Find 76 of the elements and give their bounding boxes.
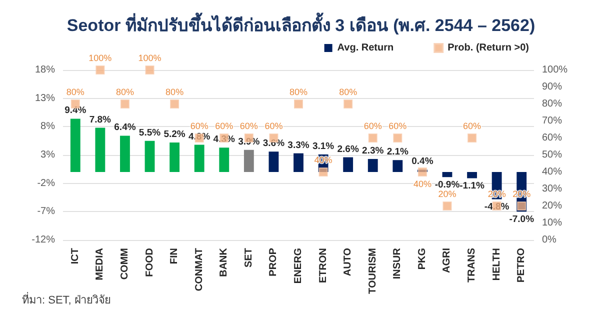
x-tick-label: PETRO — [516, 248, 528, 282]
x-tick-label: CONMAT — [194, 248, 205, 292]
y2-tick-label: 40% — [542, 166, 562, 178]
x-tick-label: AGRI — [442, 248, 453, 273]
y2-tick-label: 50% — [542, 150, 562, 160]
data-label: 60% — [463, 121, 482, 131]
y2-tick-label: 70% — [542, 116, 562, 126]
data-label: 60% — [240, 121, 258, 131]
data-label: 60% — [388, 121, 407, 131]
data-label: 60% — [264, 121, 283, 131]
text: ที่มา: SET, ฝ่ายวิจัย — [22, 292, 110, 306]
data-label: 4.3% — [213, 134, 236, 146]
y-tick-label: 3% — [40, 150, 56, 160]
x-tick-label: INSUR — [392, 247, 404, 280]
data-label: 80% — [166, 87, 184, 97]
data-label: 40% — [413, 179, 432, 189]
chart-title: Seotor ที่มักปรับขึ้นได้ดีก่อนเลือกตั้ง 3 เดือน (พ.ศ. 2544 – 2562) — [66, 12, 536, 35]
data-label: 2.6% — [337, 144, 360, 155]
data-label: 80% — [116, 87, 134, 97]
x-tick-label: SET — [243, 248, 254, 268]
data-label: 80% — [66, 87, 84, 97]
data-label: 60% — [364, 121, 382, 131]
y-tick-label: 8% — [40, 121, 56, 132]
y-tick-label: 13% — [34, 92, 56, 104]
y2-tick-label: 10% — [542, 218, 562, 228]
y2-tick-label: 80% — [542, 98, 562, 110]
data-label: -0.9% — [434, 180, 460, 191]
data-label: 2.3% — [362, 145, 384, 156]
data-label: 9.4% — [64, 105, 87, 116]
data-label: 6.4% — [114, 122, 136, 134]
data-label: -1.1% — [460, 180, 485, 192]
x-tick-label: ETRON — [318, 248, 329, 283]
data-label: 100% — [88, 53, 112, 63]
data-label: 60% — [190, 121, 208, 131]
x-tick-label: FIN — [169, 248, 180, 264]
y-tick-label: -7% — [37, 206, 56, 218]
data-label: 100% — [138, 53, 162, 63]
x-tick-label: MEDIA — [94, 248, 106, 280]
x-tick-label: ICT — [70, 248, 81, 264]
data-label: 5.5% — [138, 127, 162, 138]
x-tick-label: TOURISM — [367, 248, 378, 294]
y-tick-label: 18% — [34, 64, 56, 76]
x-tick-label: BANK — [218, 247, 230, 277]
x-tick-label: AUTO — [342, 248, 354, 276]
y2-tick-label: 90% — [542, 82, 562, 92]
data-label: -7.0% — [509, 214, 535, 226]
y-tick-label: -2% — [37, 178, 56, 189]
data-label: 4.8% — [188, 131, 211, 142]
data-label: 7.8% — [89, 114, 112, 126]
y2-tick-label: 100% — [542, 64, 568, 76]
x-tick-label: COMM — [119, 248, 130, 280]
x-tick-label: HELTH — [491, 248, 502, 281]
data-label: 3.1% — [312, 140, 335, 152]
y2-tick-label: 30% — [542, 184, 562, 194]
x-tick-label: PKG — [416, 248, 428, 270]
data-label: 5.2% — [164, 129, 186, 140]
x-tick-label: FOOD — [144, 248, 156, 277]
legend-label: Prob. (Return >0) — [448, 42, 530, 54]
x-tick-label: ENERG — [293, 248, 304, 284]
y2-tick-label: 60% — [542, 132, 562, 144]
y2-tick-label: 20% — [542, 200, 562, 212]
data-label: 2.1% — [386, 146, 410, 158]
y-tick-label: -12% — [32, 234, 56, 246]
data-label: 20% — [438, 189, 456, 199]
data-label: 60% — [215, 121, 234, 131]
y2-tick-label: 0% — [542, 234, 557, 246]
data-label: 3.9% — [238, 136, 260, 148]
data-label: 80% — [339, 87, 358, 97]
x-tick-label: PROP — [268, 248, 280, 276]
legend-label: Avg. Return — [337, 42, 394, 54]
data-label: 80% — [289, 87, 308, 97]
data-label: 3.6% — [262, 138, 286, 150]
data-label: 3.3% — [288, 140, 310, 151]
data-label: -4.8% — [484, 202, 510, 213]
x-tick-label: TRANS — [466, 248, 478, 282]
data-label: 0.4% — [412, 156, 434, 168]
